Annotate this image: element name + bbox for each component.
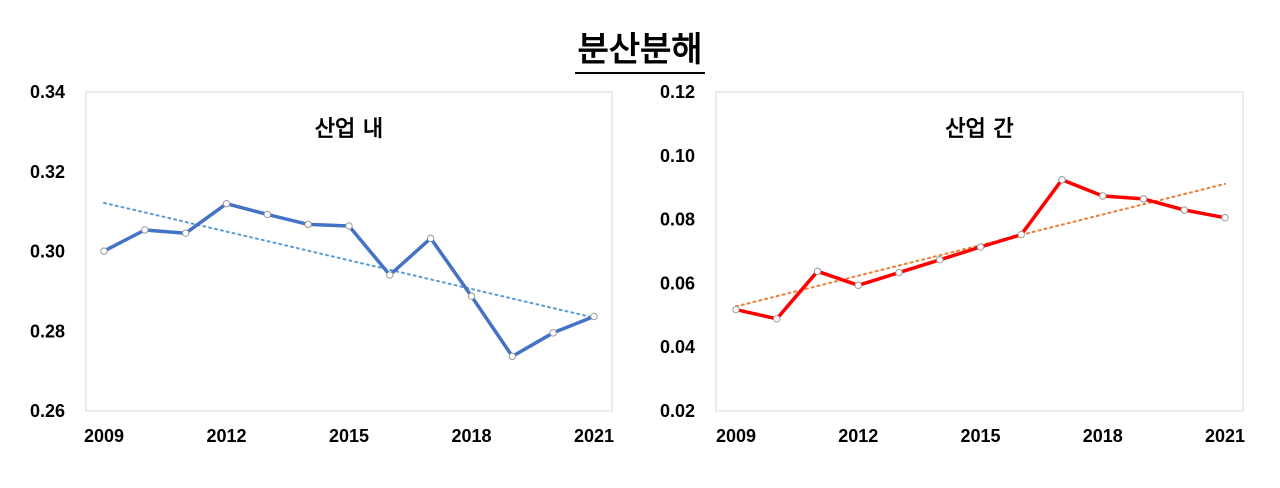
inter-x-tick-label: 2009 [716, 426, 756, 446]
intra-data-point [426, 234, 435, 243]
intra-chart-title: 산업 내 [315, 117, 383, 142]
inter-data-point [1180, 206, 1188, 214]
intra-data-point [181, 229, 190, 237]
intra-data-point [386, 271, 394, 279]
inter-data-point [1017, 230, 1025, 239]
inter-data-point [813, 267, 822, 275]
intra-x-tick-label: 2018 [451, 426, 491, 446]
inter-y-tick-label: 0.06 [660, 273, 695, 293]
inter-data-point [1221, 213, 1229, 222]
inter-data-point [773, 315, 781, 323]
intra-x-tick-label: 2021 [574, 426, 614, 446]
inter-x-tick-label: 2018 [1083, 426, 1123, 446]
intra-data-point [467, 292, 476, 300]
inter-x-tick-label: 2015 [960, 426, 1000, 446]
inter-y-tick-label: 0.10 [660, 146, 695, 166]
intra-x-tick-label: 2012 [206, 426, 246, 446]
intra-data-point [222, 199, 231, 208]
intra-x-tick-label: 2009 [84, 426, 124, 446]
main-title-text: 분산분해 [575, 30, 705, 74]
chart-intra-industry: 0.34 0.32 0.30 0.28 0.26 2009 2012 2015 2018 2021… [30, 82, 614, 446]
inter-x-tick-label: 2012 [838, 426, 878, 446]
intra-data-point [100, 247, 108, 255]
inter-data-point [732, 305, 740, 314]
intra-x-tick-label: 2015 [329, 426, 369, 446]
inter-data-point [895, 268, 903, 277]
intra-data-point [304, 220, 312, 229]
inter-data-point [854, 281, 862, 290]
inter-x-tick-label: 2021 [1205, 426, 1245, 446]
inter-y-tick-label: 0.08 [660, 210, 695, 230]
inter-data-point [936, 256, 944, 264]
inter-data-point [1099, 192, 1107, 200]
chart-inter-industry: 0.12 0.10 0.08 0.06 0.04 0.02 2009 2012 2015 2018… [660, 82, 1245, 446]
main-title: 분산분해 [0, 22, 1280, 74]
inter-data-point [976, 243, 985, 251]
intra-y-tick-label: 0.34 [30, 82, 65, 102]
intra-trendline [103, 201, 595, 319]
intra-y-tick-label: 0.32 [30, 162, 65, 182]
inter-data-point [1139, 195, 1148, 203]
inter-y-tick-label: 0.02 [660, 401, 695, 421]
intra-y-tick-label: 0.26 [30, 401, 65, 421]
intra-data-point [590, 312, 598, 321]
inter-plot-area [715, 91, 1244, 412]
inter-y-tick-label: 0.04 [660, 337, 695, 357]
inter-y-tick-label: 0.12 [660, 82, 695, 102]
inter-chart-title: 산업 간 [945, 117, 1013, 142]
intra-data-point [508, 352, 517, 361]
intra-plot-area [85, 91, 613, 412]
intra-data-point [263, 210, 272, 219]
intra-y-tick-label: 0.30 [30, 242, 65, 262]
inter-data-point [1058, 176, 1066, 184]
intra-data-point [549, 329, 557, 337]
intra-data-point [141, 226, 149, 234]
intra-data-point [345, 222, 353, 230]
intra-y-tick-label: 0.28 [30, 321, 65, 341]
